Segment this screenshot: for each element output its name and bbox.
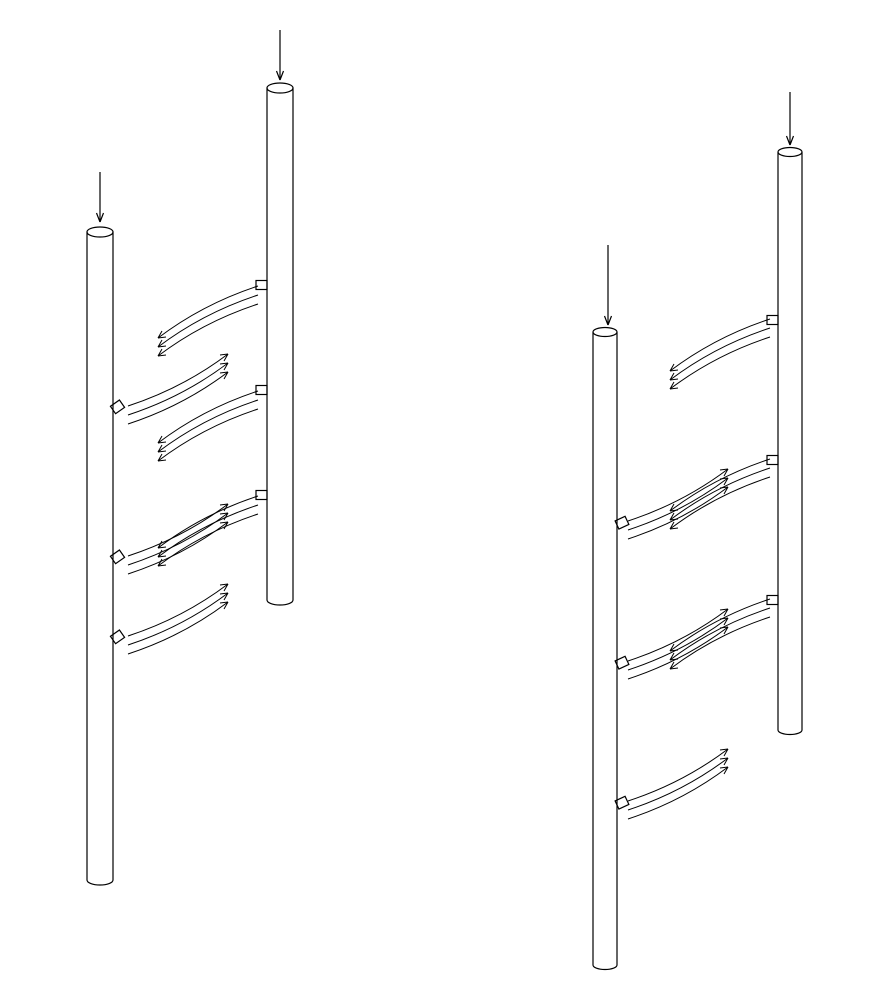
tube-left-2 — [267, 30, 293, 605]
nozzle — [256, 491, 267, 500]
nozzle — [767, 456, 778, 465]
tube-right-1 — [593, 245, 617, 970]
nozzle — [256, 281, 267, 290]
tube-left-1 — [87, 172, 113, 885]
nozzle — [767, 316, 778, 325]
flow-lines — [128, 354, 228, 424]
flow-lines — [158, 496, 258, 566]
flow-lines — [158, 391, 258, 461]
nozzle — [767, 596, 778, 605]
nozzle — [256, 386, 267, 395]
flow-lines — [128, 584, 228, 654]
flow-lines — [628, 749, 728, 819]
diagram-canvas — [0, 0, 882, 1000]
flow-lines — [670, 319, 770, 389]
tube-right-2 — [778, 92, 802, 735]
flow-lines — [158, 286, 258, 356]
